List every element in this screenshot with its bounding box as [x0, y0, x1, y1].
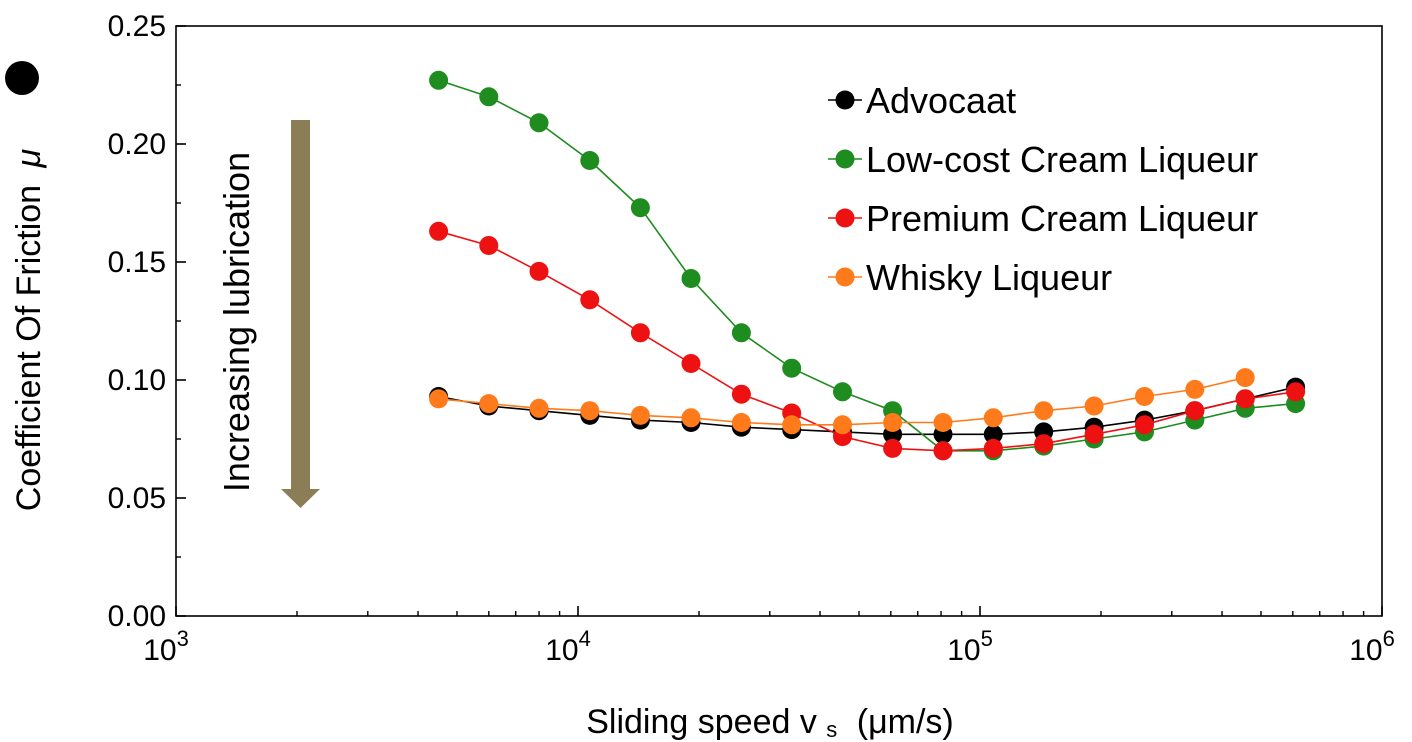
legend-marker — [835, 267, 855, 287]
y-axis-title: Coefficient Of Friction μ — [10, 148, 48, 511]
data-point — [782, 358, 802, 378]
legend-item: Low-cost Cream Liqueur — [828, 139, 1258, 180]
data-point — [630, 198, 650, 218]
y-tick-label: 0.25 — [108, 10, 166, 43]
y-axis-symbol: μ — [10, 148, 48, 168]
legend-label: Premium Cream Liqueur — [866, 198, 1258, 239]
legend: Advocaat Low-cost Cream Liqueur Premium Cr… — [828, 80, 1258, 298]
data-point — [731, 384, 751, 404]
data-point — [429, 221, 449, 241]
legend-marker — [835, 90, 855, 110]
data-point — [681, 354, 701, 373]
y-axis-label: Coefficient Of Friction — [10, 185, 48, 511]
y-tick-label: 0.00 — [108, 600, 166, 633]
legend-item: Advocaat — [828, 80, 1016, 121]
legend-marker — [835, 149, 855, 169]
data-point — [1235, 389, 1255, 409]
data-point — [933, 413, 953, 432]
data-point — [580, 151, 600, 170]
data-point — [1034, 401, 1054, 421]
data-point — [933, 441, 953, 461]
data-point — [731, 323, 751, 343]
legend-marker — [835, 208, 855, 228]
data-point — [1135, 415, 1154, 435]
x-tick-label: 105 — [947, 626, 993, 667]
x-axis-title: Sliding speed v s (μm/s) — [586, 703, 954, 742]
data-point — [580, 401, 600, 421]
data-point — [983, 424, 1003, 444]
x-tick-label: 106 — [1349, 626, 1395, 667]
data-point — [479, 87, 499, 107]
data-point — [1084, 424, 1104, 444]
arrow-head — [281, 489, 320, 508]
lubrication-arrow — [281, 120, 320, 508]
x-axis-subscript: s — [826, 717, 837, 742]
y-tick-label: 0.10 — [108, 364, 166, 397]
data-point — [782, 415, 802, 435]
data-point — [529, 261, 549, 281]
data-point — [1286, 382, 1306, 402]
y-tick-label: 0.05 — [108, 482, 166, 515]
data-point — [1235, 368, 1255, 388]
series-advocaat — [429, 377, 1306, 444]
data-point — [429, 70, 449, 90]
data-point — [1034, 434, 1054, 454]
data-point — [529, 113, 549, 133]
x-tick-label: 104 — [545, 626, 591, 667]
data-point — [883, 413, 903, 432]
legend-item: Premium Cream Liqueur — [828, 198, 1258, 239]
data-point — [983, 408, 1003, 428]
legend-label: Advocaat — [866, 80, 1016, 121]
data-point — [1185, 379, 1205, 399]
y-tick-label: 0.15 — [108, 246, 166, 279]
data-point — [883, 438, 903, 458]
data-point — [529, 398, 549, 418]
data-point — [681, 408, 701, 428]
plot-frame — [175, 25, 1383, 617]
series-layer — [429, 70, 1306, 461]
data-point — [1084, 396, 1104, 416]
x-tick-label: 103 — [143, 626, 189, 667]
data-point — [731, 413, 751, 432]
data-point — [429, 389, 449, 409]
x-axis-unit: (μm/s) — [857, 703, 954, 741]
y-axis-marker-dot — [5, 61, 39, 95]
x-axis-label: Sliding speed v — [586, 703, 817, 741]
data-point — [479, 394, 499, 414]
data-point — [1135, 387, 1154, 406]
arrow-shaft — [291, 120, 310, 490]
legend-label: Low-cost Cream Liqueur — [866, 139, 1258, 180]
data-point — [630, 405, 650, 425]
svg-text:Coefficient Of Friction: Coefficient Of Friction μ — [10, 148, 48, 511]
data-point — [630, 323, 650, 343]
data-point — [983, 438, 1003, 458]
data-point — [833, 415, 852, 435]
data-point — [580, 290, 600, 310]
data-point — [833, 382, 852, 402]
legend-label: Whisky Liqueur — [866, 257, 1112, 298]
series-whisky-liqueur — [429, 368, 1255, 435]
y-axis-ticks: 0.00 0.05 0.10 0.15 0.20 0.25 — [108, 10, 186, 633]
annotation-text: Increasing lubrication — [216, 152, 257, 492]
data-point — [479, 236, 499, 255]
x-axis-ticks: 103 104 105 106 — [143, 606, 1395, 667]
legend-item: Whisky Liqueur — [828, 257, 1112, 298]
data-point — [1185, 401, 1205, 421]
data-point — [681, 269, 701, 288]
y-tick-label: 0.20 — [108, 128, 166, 161]
